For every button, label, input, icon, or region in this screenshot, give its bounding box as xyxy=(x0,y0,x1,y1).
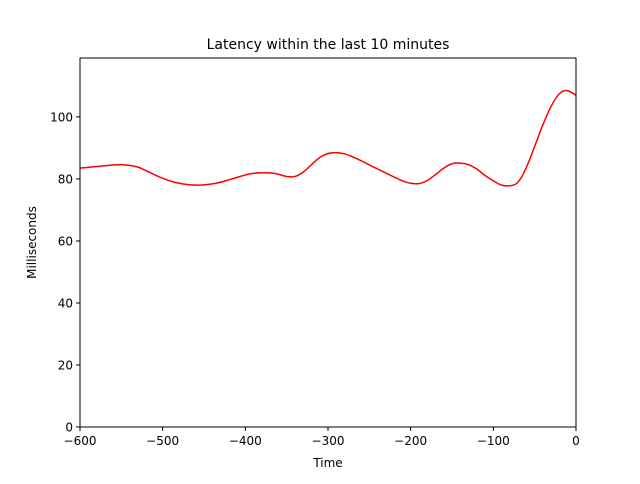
x-tick-label: −200 xyxy=(394,434,427,448)
y-tick-label: 0 xyxy=(65,421,73,435)
x-tick-label: 0 xyxy=(572,434,580,448)
chart-title: Latency within the last 10 minutes xyxy=(207,37,450,53)
ticks-layer: −600 −500 −400 −300 −200 −100 0 0 20 40 60 80 100 xyxy=(50,110,580,448)
plot-frame xyxy=(79,57,577,428)
y-axis-label: Milliseconds xyxy=(25,206,39,279)
y-tick-label: 100 xyxy=(50,110,73,124)
x-tick-label: −100 xyxy=(477,434,510,448)
x-tick-label: −300 xyxy=(312,434,345,448)
plot-area xyxy=(80,58,576,427)
y-tick-label: 60 xyxy=(58,234,73,248)
x-axis-label: Time xyxy=(312,456,342,470)
series-layer xyxy=(79,89,577,187)
y-tick-label: 80 xyxy=(58,172,73,186)
y-tick-label: 40 xyxy=(58,296,73,310)
latency-series-line xyxy=(79,89,577,187)
x-tick-label: −500 xyxy=(146,434,179,448)
x-tick-label: −600 xyxy=(64,434,97,448)
y-tick-label: 20 xyxy=(58,358,73,372)
x-tick-label: −400 xyxy=(229,434,262,448)
